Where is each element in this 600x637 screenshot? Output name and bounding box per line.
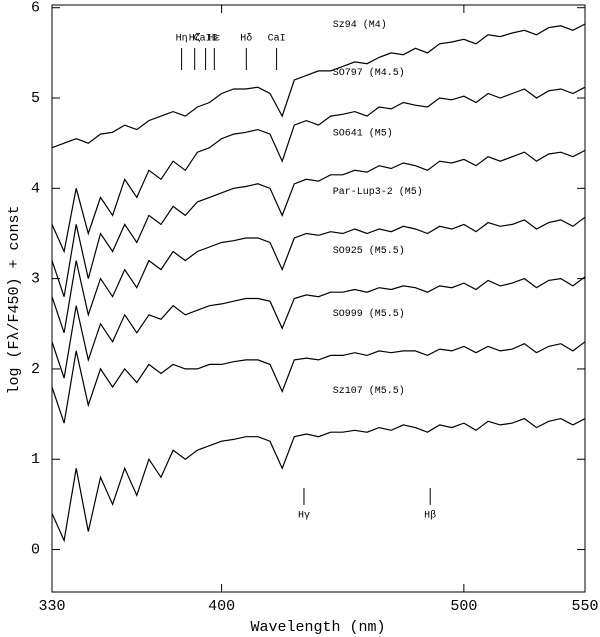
x-tick-label: 500	[450, 598, 477, 615]
y-tick-label: 5	[31, 90, 40, 107]
line-label: Hζ	[189, 33, 201, 45]
series-label: SO925 (M5.5)	[333, 245, 405, 257]
spectrum-line	[51, 149, 586, 297]
spectrum-line	[51, 23, 586, 149]
line-label: CaII	[194, 34, 218, 45]
x-tick-label: 330	[38, 598, 65, 615]
series-label: SO999 (M5.5)	[333, 308, 405, 320]
y-tick-label: 1	[31, 451, 40, 468]
series-label: SO641 (M5)	[333, 127, 393, 139]
y-tick-label: 6	[31, 0, 40, 17]
y-tick-label: 0	[31, 542, 40, 559]
series-label: SO797 (M4.5)	[333, 67, 405, 79]
spectrum-line	[51, 341, 586, 424]
spectrum-line	[51, 276, 586, 379]
line-label: Hβ	[424, 510, 436, 522]
series-label: Par-Lup3-2 (M5)	[333, 186, 423, 198]
series-label: Sz94 (M4)	[333, 19, 387, 31]
spectrum-line	[51, 86, 586, 254]
x-tick-label: 550	[571, 598, 598, 615]
spectrum-line	[51, 216, 586, 333]
series-label: Sz107 (M5.5)	[333, 385, 405, 397]
y-tick-label: 4	[31, 180, 40, 197]
y-axis-title: log (Fλ/F450) + const	[6, 205, 23, 394]
spectrum-line	[51, 417, 586, 543]
line-label: Hη	[176, 34, 188, 45]
x-tick-label: 400	[208, 598, 235, 615]
line-label: Hδ	[240, 33, 252, 45]
line-label: CaI	[268, 34, 286, 45]
line-label: Hε	[208, 34, 220, 45]
plot-frame	[51, 4, 586, 593]
x-axis-title: Wavelength (nm)	[250, 619, 385, 636]
line-label: Hγ	[298, 511, 310, 522]
y-tick-label: 2	[31, 361, 40, 378]
y-tick-label: 3	[31, 271, 40, 288]
